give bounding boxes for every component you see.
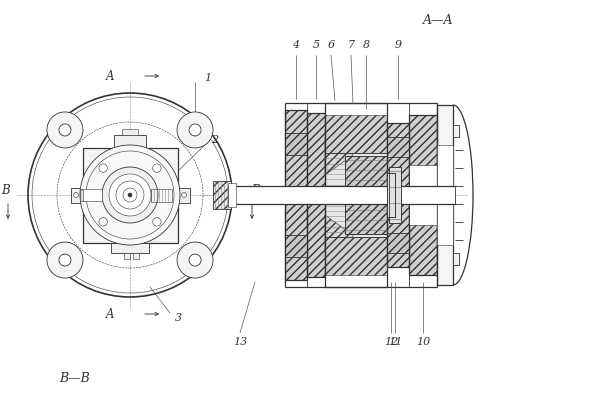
Circle shape <box>189 124 201 136</box>
Circle shape <box>59 254 71 266</box>
Bar <box>133 252 139 258</box>
Bar <box>213 181 231 209</box>
Bar <box>228 186 455 204</box>
Text: 9: 9 <box>394 40 401 50</box>
Circle shape <box>99 164 107 172</box>
Text: 7: 7 <box>347 40 355 50</box>
Circle shape <box>177 112 213 148</box>
Circle shape <box>152 164 161 172</box>
Bar <box>307 113 325 277</box>
Bar <box>325 153 387 237</box>
Bar <box>325 103 387 287</box>
Text: B: B <box>1 184 10 196</box>
Bar <box>71 188 83 202</box>
Text: 6: 6 <box>328 40 335 50</box>
Circle shape <box>99 218 107 226</box>
Bar <box>228 183 236 207</box>
Text: 12: 12 <box>384 337 398 347</box>
Bar <box>345 156 387 234</box>
Text: A—A: A—A <box>423 14 453 26</box>
Text: 11: 11 <box>388 337 402 347</box>
Circle shape <box>80 145 180 245</box>
Bar <box>151 188 172 202</box>
Circle shape <box>109 174 151 216</box>
Bar <box>285 110 307 280</box>
Bar <box>80 189 102 201</box>
Bar <box>114 134 146 148</box>
Bar <box>83 148 178 242</box>
Bar <box>437 145 453 245</box>
Circle shape <box>127 154 133 160</box>
Polygon shape <box>325 117 353 175</box>
Text: 5: 5 <box>313 40 320 50</box>
Bar <box>325 115 387 153</box>
Bar <box>387 173 395 217</box>
Bar <box>389 167 401 223</box>
Circle shape <box>152 218 161 226</box>
Circle shape <box>127 230 133 236</box>
Text: 10: 10 <box>416 337 430 347</box>
Text: 13: 13 <box>233 337 247 347</box>
Bar <box>285 133 307 155</box>
Text: A: A <box>106 70 114 82</box>
Bar <box>80 190 83 200</box>
Text: 4: 4 <box>292 40 299 50</box>
Bar <box>387 123 409 267</box>
Circle shape <box>59 124 71 136</box>
Text: B—B: B—B <box>59 372 91 384</box>
Bar <box>387 123 409 267</box>
Text: A: A <box>106 308 114 320</box>
Bar <box>409 115 437 275</box>
Circle shape <box>164 192 172 198</box>
Bar <box>122 128 138 134</box>
Circle shape <box>177 242 213 278</box>
Text: 8: 8 <box>362 40 370 50</box>
Bar <box>325 237 387 275</box>
Circle shape <box>116 181 144 209</box>
Bar <box>437 105 453 285</box>
Polygon shape <box>325 215 353 273</box>
Bar <box>124 252 130 258</box>
Text: 2: 2 <box>211 135 218 145</box>
Bar <box>409 165 437 225</box>
Text: 1: 1 <box>205 73 212 83</box>
Bar <box>285 235 307 257</box>
Circle shape <box>89 192 95 198</box>
Circle shape <box>189 254 201 266</box>
Circle shape <box>47 112 83 148</box>
Text: B: B <box>251 184 259 196</box>
Circle shape <box>47 242 83 278</box>
Bar <box>307 113 325 277</box>
Bar <box>285 110 307 280</box>
Bar <box>345 156 387 234</box>
Text: 3: 3 <box>175 313 182 323</box>
Bar <box>453 253 459 265</box>
Circle shape <box>102 167 158 223</box>
Bar <box>178 188 190 202</box>
Bar <box>409 115 437 275</box>
Bar <box>111 242 149 252</box>
Bar <box>387 137 409 157</box>
Bar <box>389 167 401 223</box>
Circle shape <box>128 193 132 197</box>
Circle shape <box>123 188 137 202</box>
Bar <box>387 233 409 253</box>
Bar <box>453 125 459 137</box>
Bar <box>387 173 395 217</box>
